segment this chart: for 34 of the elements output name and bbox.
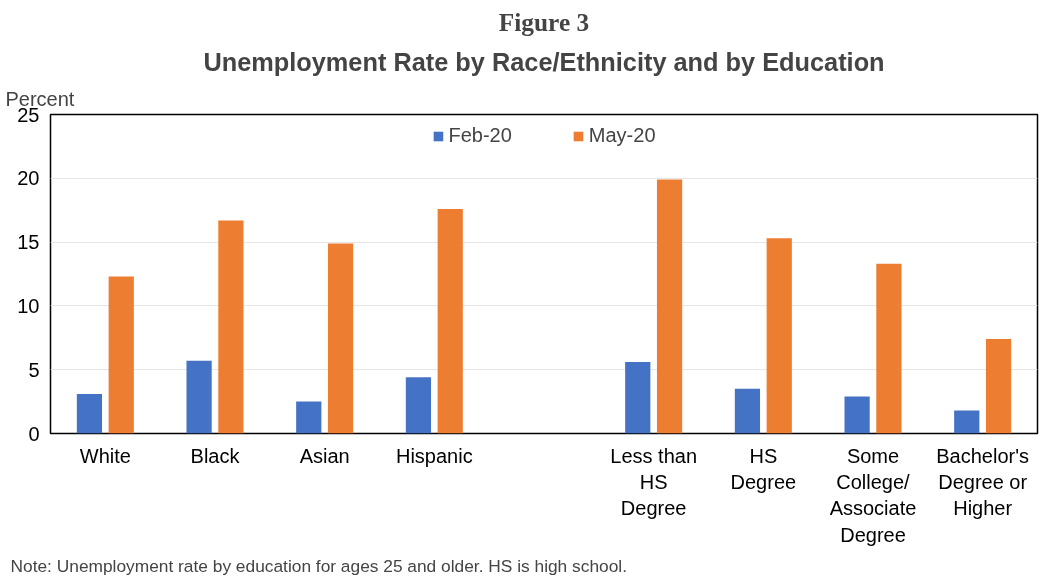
bar [625, 362, 651, 434]
bar [437, 208, 463, 434]
bar [108, 276, 134, 434]
x-tick-label: Some College/ Associate Degree [829, 444, 917, 546]
bar [218, 220, 244, 434]
bar [766, 238, 792, 434]
bar [76, 393, 103, 434]
x-tick-label: Black [190, 444, 241, 467]
y-tick-label: 0 [28, 422, 40, 445]
text: Note: Unemployment rate by education for ages 25 and older. HS is high school. [10, 555, 627, 576]
bar [954, 410, 980, 434]
bar [186, 360, 212, 434]
x-tick-label: Bachelor's Degree or Higher [936, 444, 1030, 520]
x-tick-label: HS Degree [730, 444, 797, 493]
bar [985, 339, 1012, 434]
bar [876, 263, 902, 434]
x-tick-label: White [79, 444, 131, 467]
chart-title: Figure 3 [498, 7, 590, 36]
legend-label: Feb-20 [448, 124, 512, 147]
bar [656, 179, 683, 434]
y-tick-label: 15 [17, 231, 40, 254]
bar [844, 396, 870, 434]
bar [327, 243, 354, 434]
chart-subtitle: Unemployment Rate by Race/Ethnicity and by Education [203, 47, 885, 76]
x-tick-label: Less than HS Degree [610, 444, 698, 520]
bar [296, 401, 322, 434]
bar [734, 388, 761, 434]
y-tick-label: 20 [17, 167, 40, 190]
x-tick-label: Asian [299, 444, 350, 467]
y-tick-label: 10 [17, 294, 40, 317]
x-tick-label: Hispanic [395, 444, 473, 467]
y-tick-label: 5 [28, 358, 40, 381]
legend-label: May-20 [588, 124, 656, 147]
bar [405, 377, 432, 434]
